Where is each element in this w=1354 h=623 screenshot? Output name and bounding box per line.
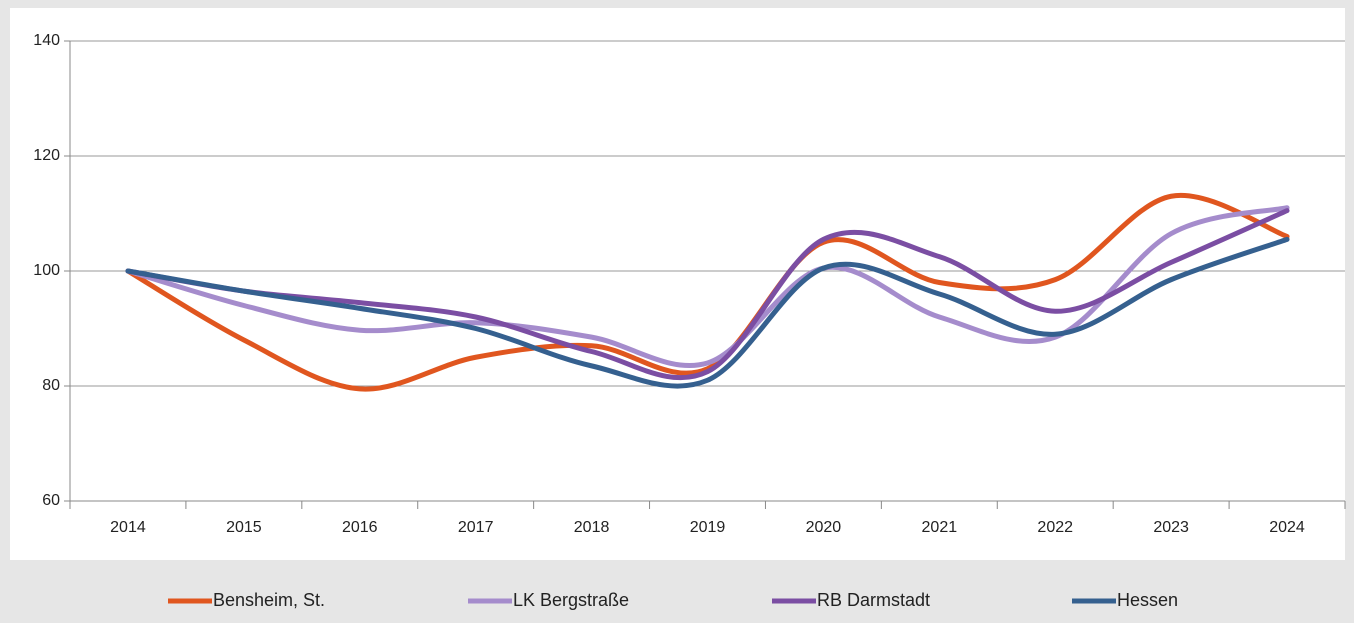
x-tick-label: 2019 bbox=[690, 519, 726, 536]
y-tick-label: 120 bbox=[33, 147, 60, 164]
plot-area bbox=[10, 8, 1345, 560]
x-tick-label: 2016 bbox=[342, 519, 378, 536]
series-line bbox=[125, 192, 1290, 392]
legend-label: Hessen bbox=[1117, 590, 1178, 610]
x-tick-label: 2024 bbox=[1269, 519, 1305, 536]
y-tick-label: 60 bbox=[42, 492, 60, 509]
series-line bbox=[125, 208, 1290, 381]
legend-label: LK Bergstraße bbox=[513, 590, 629, 610]
y-tick-label: 100 bbox=[33, 262, 60, 279]
series-line bbox=[125, 236, 1290, 389]
x-tick-label: 2020 bbox=[806, 519, 842, 536]
legend-label: Bensheim, St. bbox=[213, 590, 325, 610]
legend-label: RB Darmstadt bbox=[817, 590, 930, 610]
x-tick-label: 2014 bbox=[110, 519, 146, 536]
x-tick-label: 2015 bbox=[226, 519, 262, 536]
x-tick-label: 2022 bbox=[1037, 519, 1073, 536]
x-tick-label: 2018 bbox=[574, 519, 610, 536]
y-tick-label: 80 bbox=[42, 377, 60, 394]
y-tick-label: 140 bbox=[33, 32, 60, 49]
x-tick-label: 2017 bbox=[458, 519, 494, 536]
x-tick-label: 2023 bbox=[1153, 519, 1189, 536]
x-tick-label: 2021 bbox=[922, 519, 958, 536]
